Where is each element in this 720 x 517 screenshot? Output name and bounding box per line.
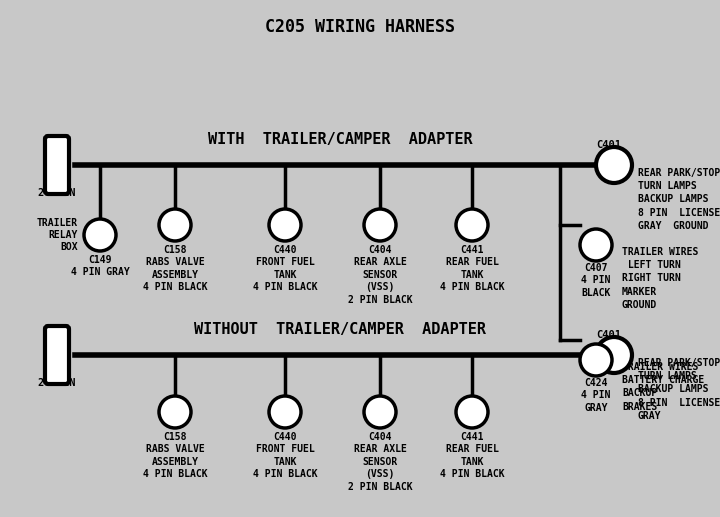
- Circle shape: [456, 396, 488, 428]
- Text: C205 WIRING HARNESS: C205 WIRING HARNESS: [265, 18, 455, 36]
- FancyBboxPatch shape: [45, 136, 69, 194]
- Text: C404
REAR AXLE
SENSOR
(VSS)
2 PIN BLACK: C404 REAR AXLE SENSOR (VSS) 2 PIN BLACK: [348, 432, 413, 492]
- Text: REAR PARK/STOP
TURN LAMPS
BACKUP LAMPS
8 PIN  LICENSE LAMPS
GRAY  GROUND: REAR PARK/STOP TURN LAMPS BACKUP LAMPS 8…: [638, 168, 720, 231]
- Circle shape: [456, 209, 488, 241]
- Text: 24 PIN: 24 PIN: [38, 188, 76, 198]
- Text: 24 PIN: 24 PIN: [38, 378, 76, 388]
- Text: C401: C401: [596, 140, 621, 150]
- Text: REAR PARK/STOP
TURN LAMPS
BACKUP LAMPS
8 PIN  LICENSE LAMPS
GRAY: REAR PARK/STOP TURN LAMPS BACKUP LAMPS 8…: [638, 358, 720, 421]
- Text: C205: C205: [45, 330, 70, 340]
- Text: C424
4 PIN
GRAY: C424 4 PIN GRAY: [581, 378, 611, 413]
- Circle shape: [580, 229, 612, 261]
- Circle shape: [596, 147, 632, 183]
- Text: C158
RABS VALVE
ASSEMBLY
4 PIN BLACK: C158 RABS VALVE ASSEMBLY 4 PIN BLACK: [143, 245, 207, 292]
- Text: C205: C205: [45, 140, 70, 150]
- Text: C407
4 PIN
BLACK: C407 4 PIN BLACK: [581, 263, 611, 298]
- Circle shape: [159, 396, 191, 428]
- Circle shape: [364, 396, 396, 428]
- Circle shape: [269, 396, 301, 428]
- FancyBboxPatch shape: [45, 326, 69, 384]
- Text: TRAILER WIRES
BATTERY CHARGE
BACKUP
BRAKES: TRAILER WIRES BATTERY CHARGE BACKUP BRAK…: [622, 362, 704, 412]
- Text: C440
FRONT FUEL
TANK
4 PIN BLACK: C440 FRONT FUEL TANK 4 PIN BLACK: [253, 245, 318, 292]
- Circle shape: [580, 344, 612, 376]
- Text: C441
REAR FUEL
TANK
4 PIN BLACK: C441 REAR FUEL TANK 4 PIN BLACK: [440, 245, 504, 292]
- Text: C149
4 PIN GRAY: C149 4 PIN GRAY: [71, 255, 130, 278]
- Text: TRAILER WIRES
 LEFT TURN
RIGHT TURN
MARKER
GROUND: TRAILER WIRES LEFT TURN RIGHT TURN MARKE…: [622, 247, 698, 310]
- Circle shape: [596, 337, 632, 373]
- Text: C404
REAR AXLE
SENSOR
(VSS)
2 PIN BLACK: C404 REAR AXLE SENSOR (VSS) 2 PIN BLACK: [348, 245, 413, 305]
- Circle shape: [159, 209, 191, 241]
- Circle shape: [269, 209, 301, 241]
- Circle shape: [364, 209, 396, 241]
- Text: C158
RABS VALVE
ASSEMBLY
4 PIN BLACK: C158 RABS VALVE ASSEMBLY 4 PIN BLACK: [143, 432, 207, 479]
- Text: C441
REAR FUEL
TANK
4 PIN BLACK: C441 REAR FUEL TANK 4 PIN BLACK: [440, 432, 504, 479]
- Text: WITH  TRAILER/CAMPER  ADAPTER: WITH TRAILER/CAMPER ADAPTER: [207, 132, 472, 147]
- Circle shape: [84, 219, 116, 251]
- Text: TRAILER
RELAY
BOX: TRAILER RELAY BOX: [37, 218, 78, 252]
- Text: C401: C401: [596, 330, 621, 340]
- Text: C440
FRONT FUEL
TANK
4 PIN BLACK: C440 FRONT FUEL TANK 4 PIN BLACK: [253, 432, 318, 479]
- Text: WITHOUT  TRAILER/CAMPER  ADAPTER: WITHOUT TRAILER/CAMPER ADAPTER: [194, 322, 486, 337]
